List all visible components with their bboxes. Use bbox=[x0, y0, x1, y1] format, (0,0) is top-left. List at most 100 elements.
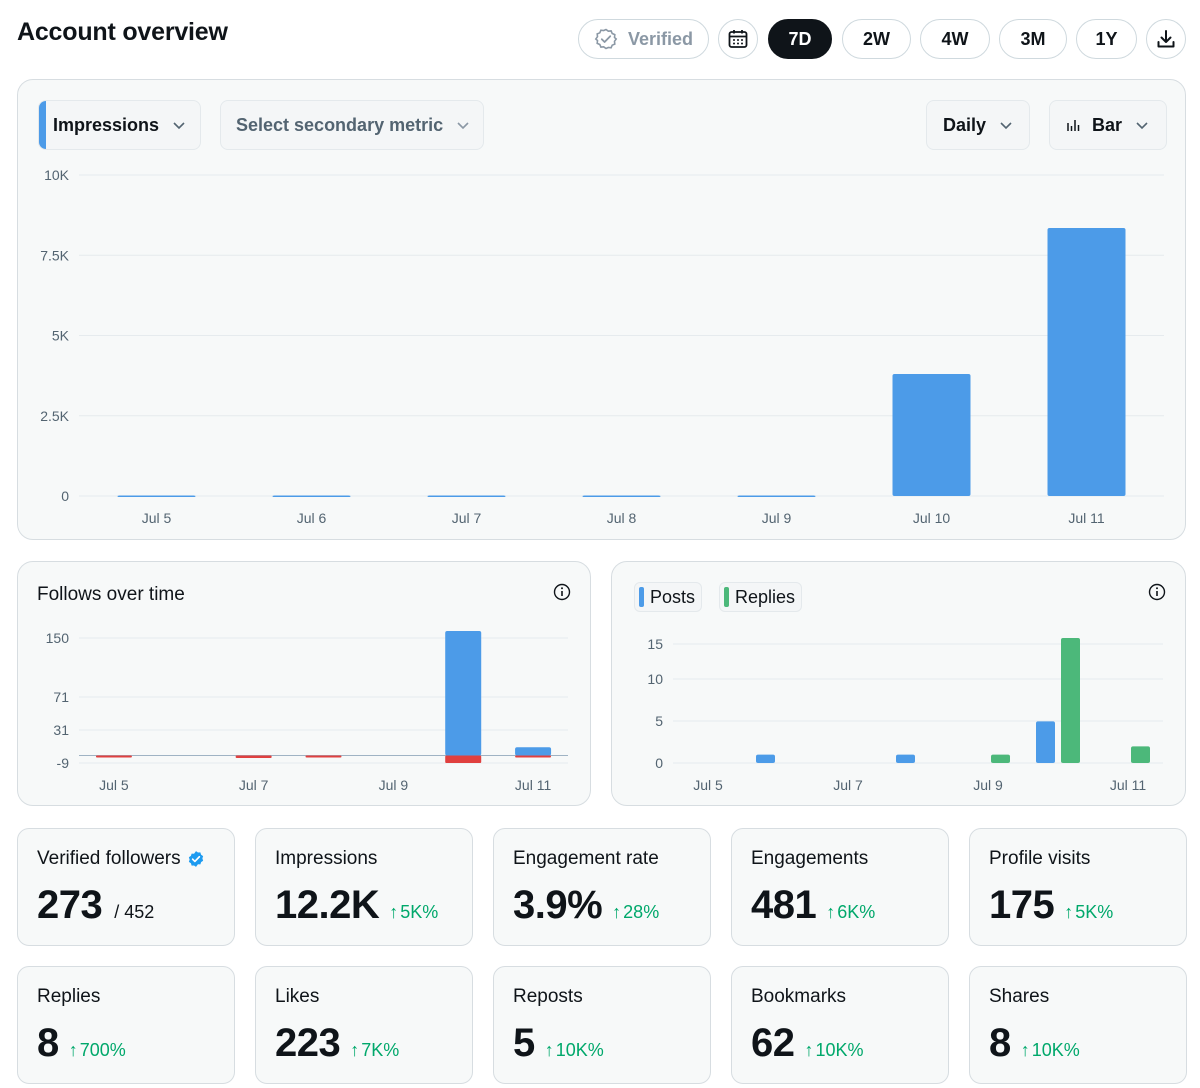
secondary-metric-placeholder: Select secondary metric bbox=[236, 114, 444, 135]
stat-value: 62 bbox=[751, 1021, 795, 1065]
bar-lost bbox=[515, 755, 552, 758]
follows-chart-card: Follows over time bbox=[17, 561, 591, 806]
stat-label: Reposts bbox=[513, 986, 583, 1007]
secondary-metric-dropdown[interactable]: Select secondary metric bbox=[220, 100, 484, 150]
x-tick-label: Jul 11 bbox=[515, 777, 552, 793]
bar-replies bbox=[991, 754, 1010, 763]
y-tick-label: 5 bbox=[655, 713, 663, 729]
stat-value: 5 bbox=[513, 1021, 535, 1065]
date-picker-button[interactable] bbox=[718, 19, 758, 59]
stat-card-likes: Likes 223 ↑ 7K% bbox=[255, 966, 473, 1084]
stat-label: Profile visits bbox=[989, 848, 1091, 869]
stat-card-verified-followers: Verified followers 273 / 452 bbox=[17, 828, 235, 946]
arrow-up-icon: ↑ bbox=[350, 1040, 360, 1060]
stat-label: Likes bbox=[275, 986, 320, 1007]
y-tick-label: 0 bbox=[655, 755, 663, 771]
x-tick-label: Jul 5 bbox=[693, 777, 723, 793]
bar-lost bbox=[235, 755, 272, 759]
stat-value: 12.2K bbox=[275, 883, 380, 927]
stat-value: 8 bbox=[37, 1021, 59, 1065]
stat-change: 700% bbox=[79, 1040, 126, 1060]
bar-posts bbox=[1036, 721, 1055, 763]
y-tick-label: 150 bbox=[46, 630, 70, 646]
x-tick-label: Jul 6 bbox=[297, 510, 327, 526]
bar-gained bbox=[445, 631, 482, 756]
info-icon[interactable] bbox=[553, 583, 571, 601]
stat-change: 10K% bbox=[1031, 1040, 1080, 1060]
x-tick-label: Jul 5 bbox=[142, 510, 172, 526]
legend-replies[interactable]: Replies bbox=[719, 582, 803, 612]
bar-lost bbox=[445, 755, 482, 763]
range-4w-button[interactable]: 4W bbox=[920, 19, 990, 59]
stat-card-shares: Shares 8 ↑ 10K% bbox=[969, 966, 1187, 1084]
stat-label: Bookmarks bbox=[751, 986, 847, 1007]
verified-label: Verified bbox=[627, 28, 694, 49]
follows-bar-chart: -9 31 71 150 Jul 5 Jul 7 Jul 9 Jul 11 bbox=[46, 630, 568, 793]
follows-card-title: Follows over time bbox=[37, 584, 185, 605]
x-tick-label: Jul 11 bbox=[1110, 777, 1147, 793]
stat-change: 6K% bbox=[837, 902, 876, 922]
impressions-chart-card: Impressions Select secondary metric Dail… bbox=[17, 79, 1186, 540]
stat-card-profile-visits: Profile visits 175 ↑ 5K% bbox=[969, 828, 1187, 946]
arrow-up-icon: ↑ bbox=[544, 1040, 554, 1060]
primary-metric-label: Impressions bbox=[53, 114, 160, 135]
y-tick-label: 31 bbox=[53, 722, 69, 738]
stat-card-replies: Replies 8 ↑ 700% bbox=[17, 966, 235, 1084]
stat-change: 28% bbox=[623, 902, 660, 922]
range-3m-button[interactable]: 3M bbox=[999, 19, 1067, 59]
x-tick-label: Jul 9 bbox=[762, 510, 792, 526]
y-tick-label: 15 bbox=[647, 636, 663, 652]
bar-lost bbox=[305, 755, 342, 758]
posts-replies-bar-chart: 0 5 10 15 Jul 5 Jul 7 Jul 9 Jul 11 bbox=[647, 636, 1163, 793]
x-tick-label: Jul 7 bbox=[452, 510, 482, 526]
replies-color-swatch bbox=[724, 587, 729, 607]
granularity-label: Daily bbox=[943, 114, 987, 135]
y-tick-label: 7.5K bbox=[40, 247, 69, 263]
y-tick-label: 2.5K bbox=[40, 408, 69, 424]
bar bbox=[427, 495, 506, 498]
y-tick-label: -9 bbox=[57, 755, 70, 771]
stat-card-bookmarks: Bookmarks 62 ↑ 10K% bbox=[731, 966, 949, 1084]
bar bbox=[582, 495, 661, 498]
bar bbox=[117, 495, 196, 498]
chevron-down-icon bbox=[998, 117, 1014, 133]
legend-posts[interactable]: Posts bbox=[634, 582, 703, 612]
chart-type-dropdown[interactable]: Bar bbox=[1049, 100, 1167, 150]
stat-value: 273 bbox=[37, 883, 103, 927]
x-tick-label: Jul 9 bbox=[379, 777, 409, 793]
stat-value: 223 bbox=[275, 1021, 341, 1065]
bar-gained bbox=[515, 747, 552, 756]
verified-filter-button[interactable]: Verified bbox=[578, 19, 709, 59]
bar-posts bbox=[896, 754, 915, 763]
stat-card-impressions: Impressions 12.2K ↑ 5K% bbox=[255, 828, 473, 946]
x-tick-label: Jul 9 bbox=[973, 777, 1003, 793]
stat-label: Replies bbox=[37, 986, 101, 1007]
metric-color-indicator bbox=[39, 101, 46, 149]
granularity-dropdown[interactable]: Daily bbox=[926, 100, 1030, 150]
download-button[interactable] bbox=[1146, 19, 1186, 59]
arrow-up-icon: ↑ bbox=[389, 902, 399, 922]
arrow-up-icon: ↑ bbox=[804, 1040, 814, 1060]
verified-badge-icon bbox=[188, 851, 203, 867]
legend-replies-label: Replies bbox=[735, 586, 796, 607]
posts-color-swatch bbox=[639, 587, 644, 607]
chevron-down-icon bbox=[455, 117, 471, 133]
range-7d-button[interactable]: 7D bbox=[768, 19, 832, 59]
primary-metric-dropdown[interactable]: Impressions bbox=[38, 100, 201, 150]
range-1y-button[interactable]: 1Y bbox=[1076, 19, 1137, 59]
info-icon[interactable] bbox=[1148, 583, 1166, 601]
stat-value: 481 bbox=[751, 883, 817, 927]
chevron-down-icon bbox=[171, 117, 187, 133]
chart-type-label: Bar bbox=[1092, 114, 1123, 135]
chevron-down-icon bbox=[1134, 117, 1150, 133]
stat-label: Verified followers bbox=[37, 848, 181, 869]
page-title: Account overview bbox=[17, 18, 228, 46]
bar bbox=[272, 495, 351, 498]
stat-label: Engagements bbox=[751, 848, 869, 869]
stat-value: 8 bbox=[989, 1021, 1011, 1065]
download-icon bbox=[1157, 30, 1175, 48]
bar bbox=[892, 374, 971, 496]
y-tick-label: 10K bbox=[44, 167, 70, 183]
range-2w-button[interactable]: 2W bbox=[842, 19, 911, 59]
x-tick-label: Jul 7 bbox=[833, 777, 863, 793]
